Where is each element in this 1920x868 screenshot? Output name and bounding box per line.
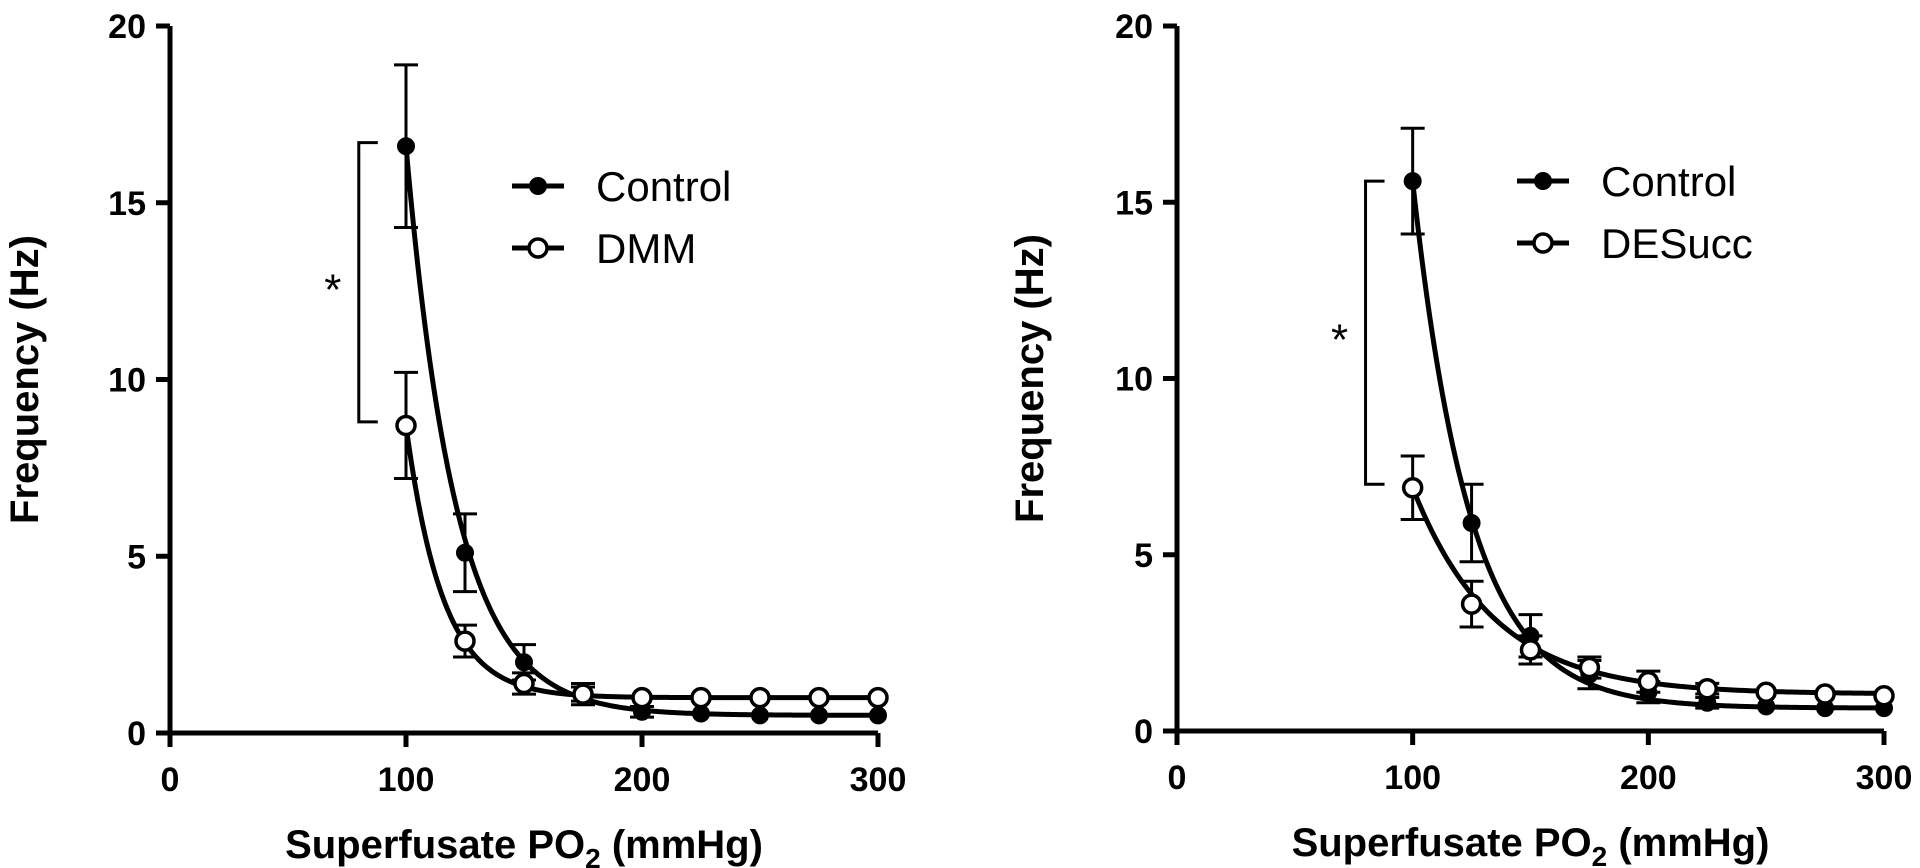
data-point	[1814, 683, 1836, 705]
legend-label: Control	[1601, 158, 1736, 205]
data-point	[867, 686, 889, 709]
data-point	[395, 414, 417, 437]
significance-label: *	[1331, 316, 1348, 365]
data-point	[690, 686, 712, 709]
y-tick-label: 5	[127, 538, 146, 576]
legend-label: DESucc	[1601, 220, 1753, 267]
data-point	[1460, 593, 1483, 615]
legend-label: DMM	[596, 225, 696, 272]
chart-panel-left: 0 100 200 300 0 5 10 15 20 Superfusate PO2 (mmHg)…	[3, 8, 906, 868]
data-point	[513, 672, 535, 695]
legend-marker	[527, 237, 549, 259]
series-control: Control	[394, 63, 887, 725]
significance-label: *	[324, 265, 341, 314]
data-point	[1403, 172, 1422, 191]
data-point	[1873, 685, 1895, 707]
data-point	[1462, 514, 1481, 533]
y-tick-label: 0	[1134, 713, 1153, 751]
y-tick-label: 20	[1115, 8, 1153, 46]
legend-marker	[529, 177, 547, 195]
data-point	[1401, 477, 1424, 499]
y-tick-label: 0	[127, 715, 146, 753]
x-tick-label: 200	[614, 761, 671, 799]
y-tick-label: 15	[108, 185, 146, 223]
data-point	[631, 686, 653, 709]
data-point	[1696, 677, 1718, 700]
data-point	[869, 706, 887, 725]
data-point	[515, 653, 533, 672]
data-point	[397, 137, 415, 156]
x-tick-label: 0	[161, 761, 180, 799]
x-axis-title: Superfusate PO2 (mmHg)	[1292, 821, 1770, 868]
series-dmm: DMM	[394, 225, 889, 709]
y-tick-label: 15	[1115, 184, 1153, 222]
data-point	[810, 706, 828, 725]
data-point	[751, 706, 769, 725]
x-tick-label: 0	[1168, 759, 1187, 797]
data-point	[1637, 670, 1660, 693]
y-tick-label: 10	[1115, 361, 1153, 399]
chart-panel-right: 0 100 200 300 0 5 10 15 20 Superfusate PO2 (mmHg)…	[1008, 8, 1912, 868]
data-point	[456, 543, 474, 562]
data-point	[1578, 656, 1601, 679]
legend-label: Control	[596, 163, 731, 210]
y-axis-title: Frequency (Hz)	[1008, 234, 1052, 523]
data-point	[572, 683, 594, 705]
x-tick-label: 100	[1384, 759, 1441, 797]
x-tick-label: 100	[378, 761, 435, 799]
series-control: Control	[1400, 126, 1893, 718]
fit-curve-desucc	[1410, 486, 1885, 696]
x-tick-label: 200	[1620, 759, 1677, 797]
y-tick-label: 5	[1134, 537, 1153, 575]
x-tick-label: 300	[1856, 759, 1913, 797]
x-axis-title: Superfusate PO2 (mmHg)	[285, 823, 763, 868]
significance-bracket	[1364, 179, 1385, 486]
x-tick-label: 300	[850, 761, 907, 799]
series-desucc: DESucc	[1400, 220, 1895, 707]
y-tick-label: 10	[108, 362, 146, 400]
y-axis-title: Frequency (Hz)	[3, 235, 47, 524]
legend-marker	[1534, 172, 1552, 190]
data-point	[1519, 639, 1542, 661]
data-point	[454, 630, 476, 652]
significance-bracket	[357, 141, 378, 424]
data-point	[1755, 681, 1777, 703]
legend-marker	[1532, 232, 1554, 254]
y-tick-label: 20	[108, 8, 146, 46]
data-point	[808, 686, 830, 709]
data-point	[749, 686, 771, 709]
